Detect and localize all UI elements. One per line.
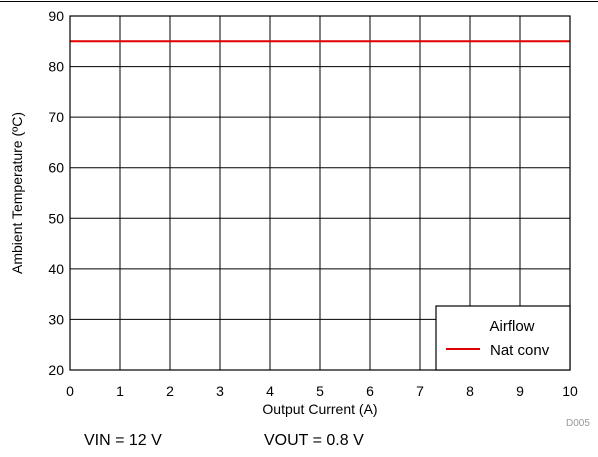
y-axis-title: Ambient Temperature (ºC)	[9, 112, 25, 274]
x-tick-label: 3	[216, 383, 224, 399]
condition-vin: VIN = 12 V	[84, 432, 162, 449]
x-axis-title: Output Current (A)	[262, 401, 377, 417]
x-tick-label: 0	[66, 383, 74, 399]
y-tick-label: 80	[48, 59, 64, 75]
y-tick-label: 40	[48, 261, 64, 277]
legend: Airflow Nat conv	[435, 305, 571, 371]
x-tick-label: 5	[316, 383, 324, 399]
legend-box	[435, 305, 571, 371]
y-tick-label: 90	[48, 8, 64, 24]
x-tick-label: 8	[466, 383, 474, 399]
legend-label-nat-conv: Nat conv	[490, 342, 550, 359]
y-tick-label: 60	[48, 160, 64, 176]
y-tick-label: 70	[48, 109, 64, 125]
x-tick-label: 4	[266, 383, 274, 399]
figure-id: D005	[566, 418, 590, 429]
x-tick-label: 10	[562, 383, 578, 399]
y-tick-label: 50	[48, 210, 64, 226]
x-tick-label: 2	[166, 383, 174, 399]
legend-title: Airflow	[489, 318, 534, 335]
y-tick-label: 20	[48, 362, 64, 378]
plot-frame	[69, 15, 571, 371]
x-tick-label: 9	[516, 383, 524, 399]
x-tick-label: 7	[416, 383, 424, 399]
y-tick-label: 30	[48, 311, 64, 327]
y-tick-labels: 20 30 40 50 60 70 80 90	[48, 8, 64, 378]
condition-vout: VOUT = 0.8 V	[264, 432, 364, 449]
x-tick-label: 6	[366, 383, 374, 399]
x-tick-labels: 0 1 2 3 4 5 6 7 8 9 10	[66, 383, 578, 399]
x-tick-label: 1	[116, 383, 124, 399]
